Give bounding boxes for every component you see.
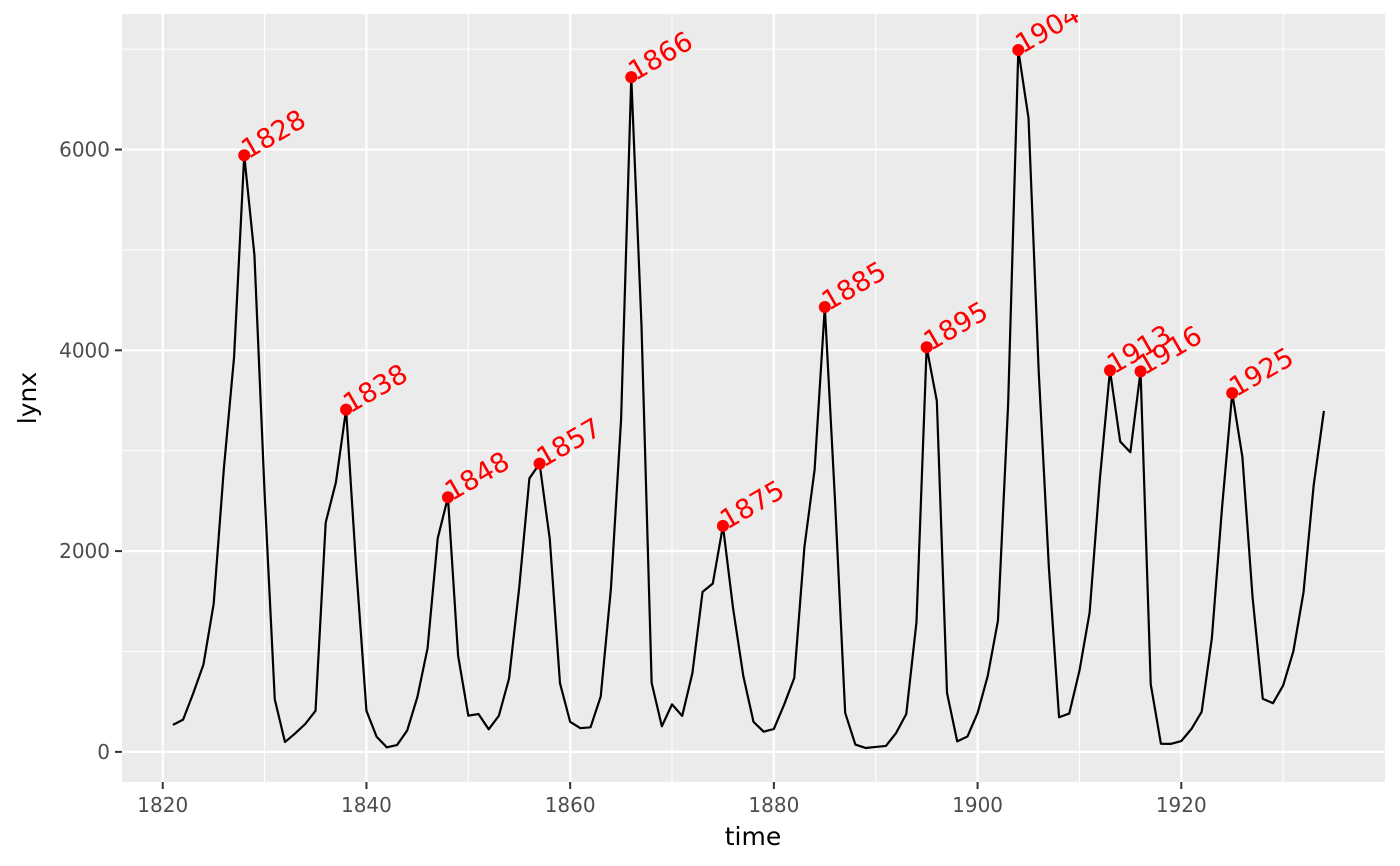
x-axis-title: time <box>725 822 781 851</box>
x-tick-label: 1840 <box>341 793 392 817</box>
peak-point <box>1134 365 1147 378</box>
panel-background <box>122 14 1385 782</box>
y-tick-label: 6000 <box>59 138 110 162</box>
peak-point <box>1103 364 1116 377</box>
x-tick-label: 1880 <box>748 793 799 817</box>
x-tick-label: 1920 <box>1156 793 1207 817</box>
peak-point <box>1012 44 1025 57</box>
grid-lines <box>122 14 1385 782</box>
peak-point <box>441 491 454 504</box>
y-tick-label: 2000 <box>59 539 110 563</box>
y-tick-label: 0 <box>97 740 110 764</box>
peak-point <box>625 71 638 84</box>
x-tick-label: 1820 <box>137 793 188 817</box>
y-axis-title: lynx <box>13 372 42 424</box>
peak-point <box>533 457 546 470</box>
peak-point <box>920 341 933 354</box>
peak-point <box>818 301 831 314</box>
axes: 1820 1840 1860 1880 1900 1920 0 2000 4000 6000 <box>59 138 1207 817</box>
data-series <box>172 48 1325 750</box>
peak-point <box>340 403 353 416</box>
y-tick-label: 4000 <box>59 338 110 362</box>
plot-panel <box>122 14 1385 782</box>
x-tick-label: 1860 <box>545 793 596 817</box>
peak-point <box>238 149 251 162</box>
peak-point <box>1226 387 1239 400</box>
peak-point <box>716 519 729 532</box>
series-line <box>172 48 1325 750</box>
x-tick-label: 1900 <box>952 793 1003 817</box>
